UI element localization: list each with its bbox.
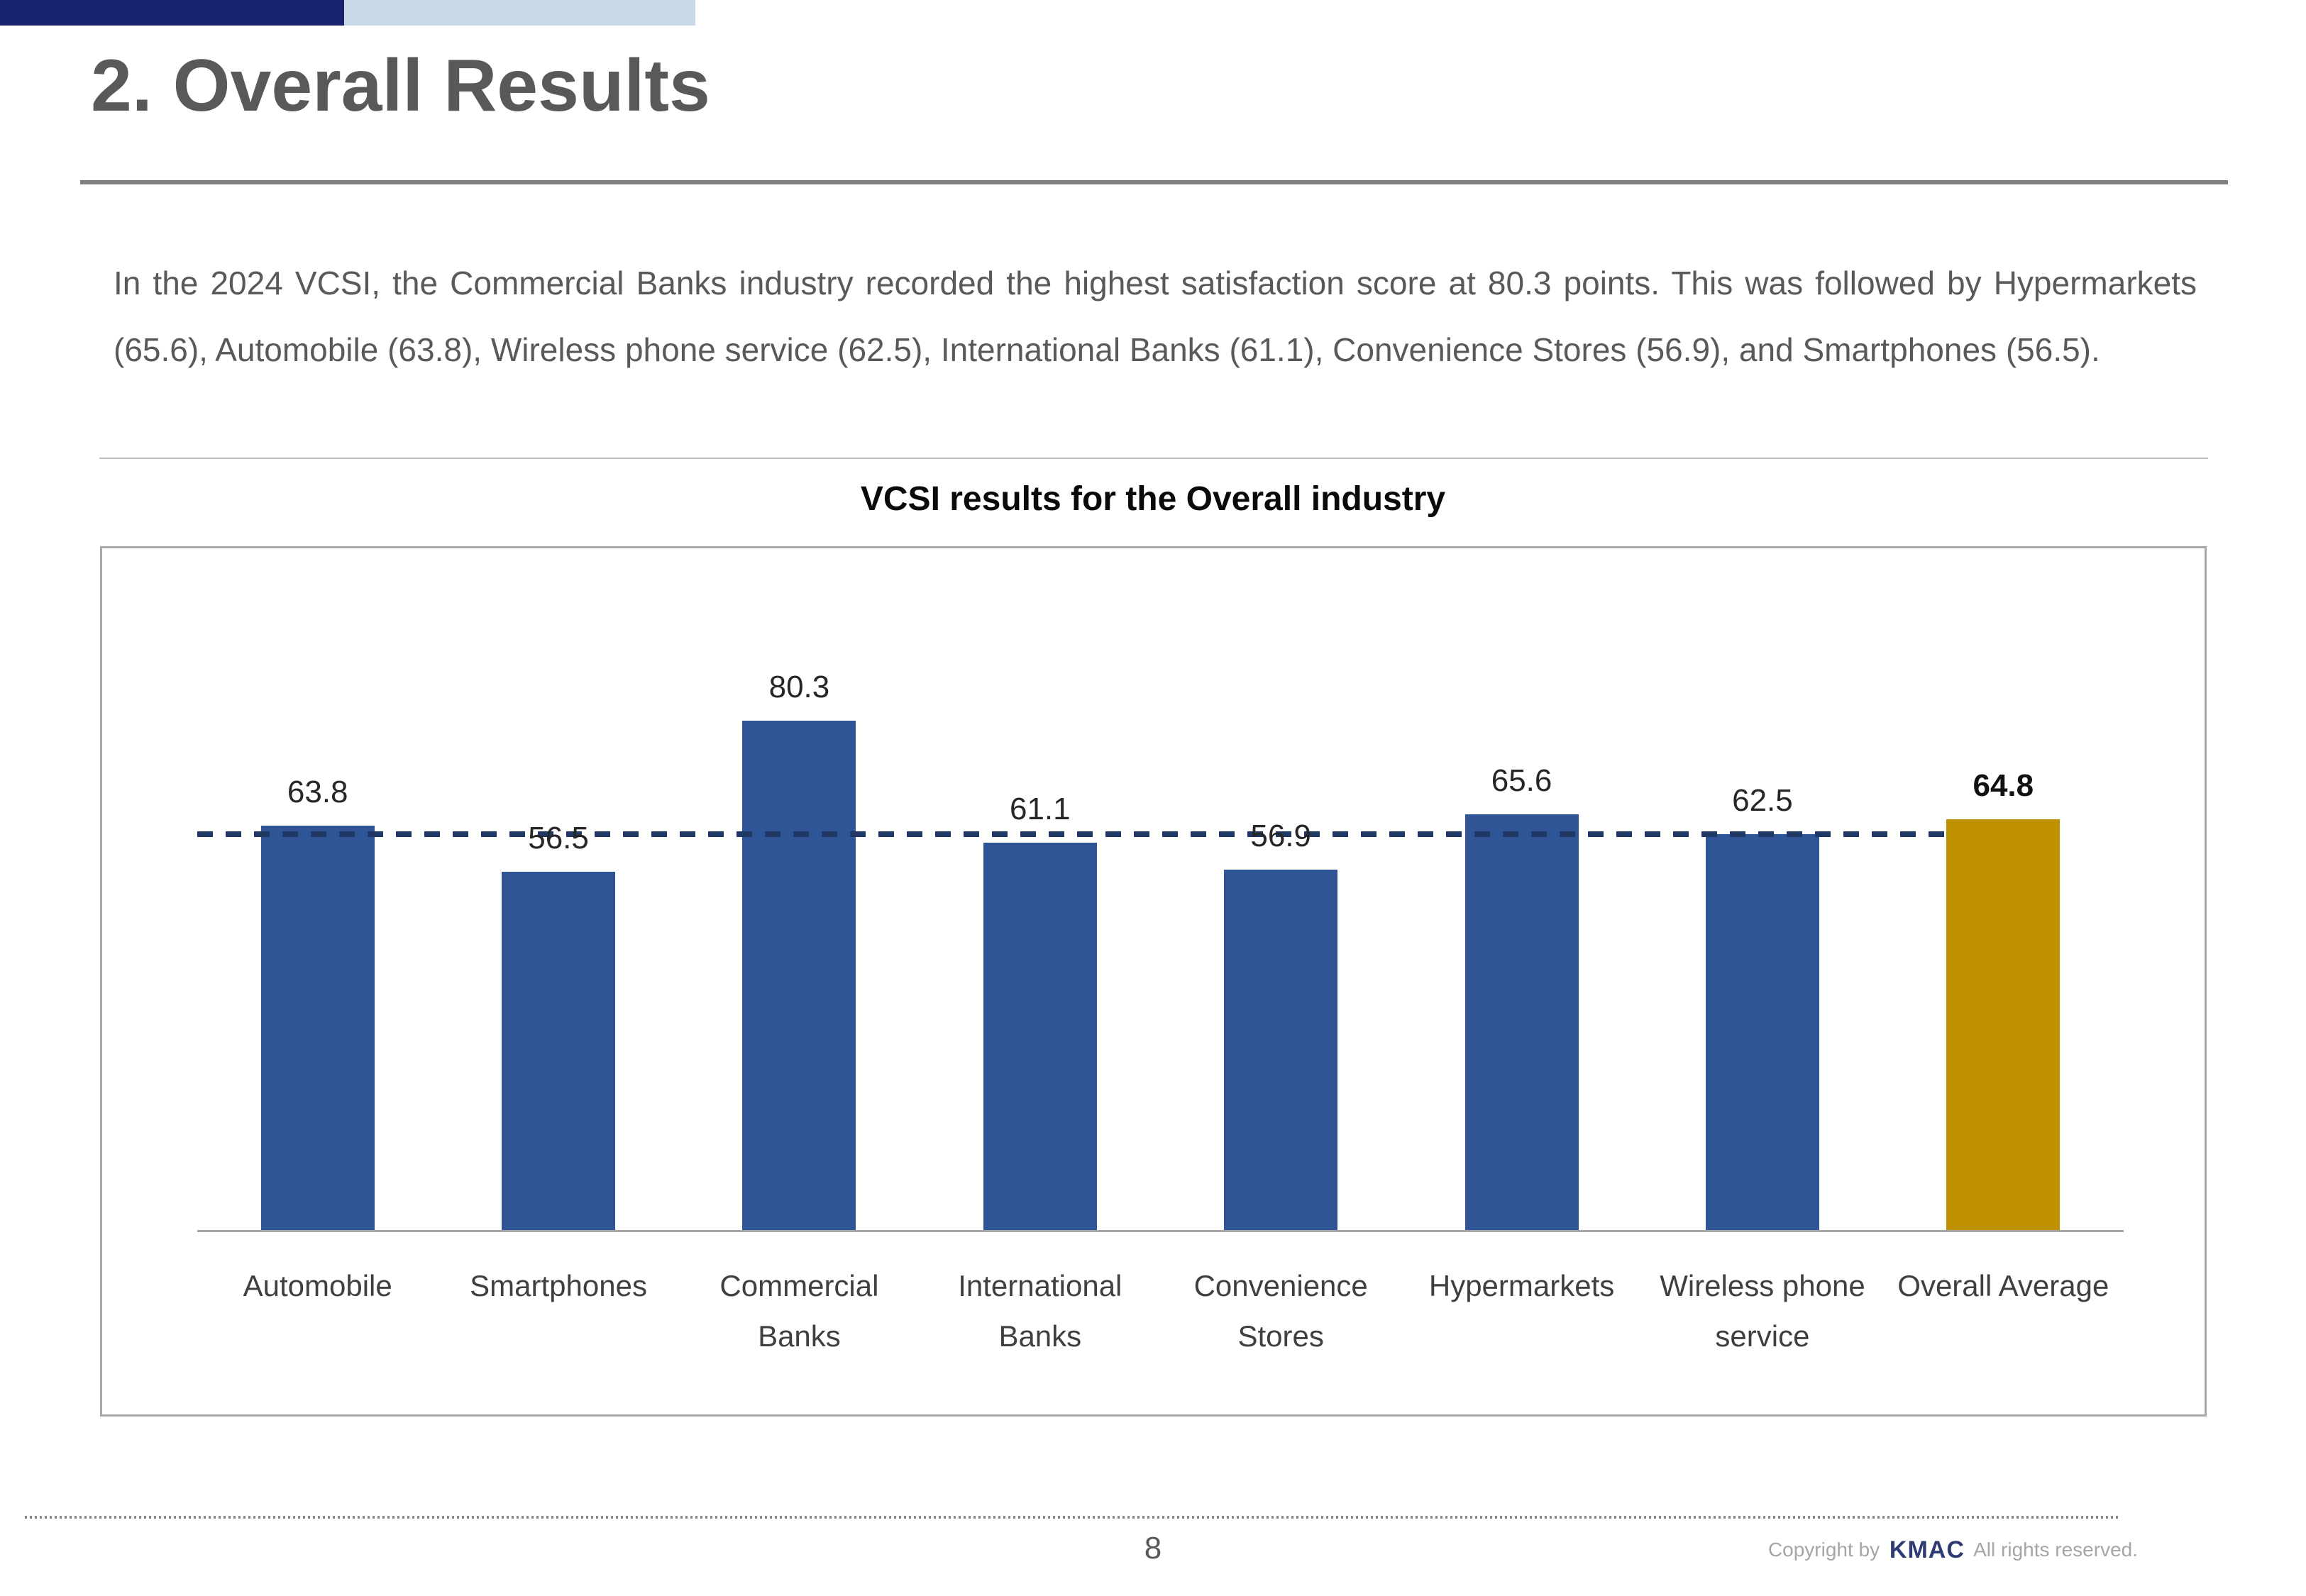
copyright-suffix: All rights reserved.: [1973, 1539, 2138, 1561]
value-label-wireless-phone-service: 62.5: [1732, 782, 1793, 818]
value-label-hypermarkets: 65.6: [1491, 763, 1552, 798]
bar-hypermarkets: [1464, 814, 1579, 1231]
category-label-international-banks: International Banks: [958, 1269, 1122, 1353]
bar-smartphones: [502, 872, 616, 1231]
category-label-overall-average: Overall Average: [1897, 1269, 2109, 1302]
value-label-smartphones: 56.5: [528, 821, 589, 856]
value-label-commercial-banks: 80.3: [768, 670, 830, 705]
x-axis-labels: Automobile Smartphones Commercial Banks Int…: [197, 1260, 2124, 1413]
bar-automobile: [260, 826, 375, 1231]
header-accent-lightblue-bar: [344, 0, 695, 26]
section-divider-line: [99, 458, 2208, 459]
kmac-logo: KMAC: [1889, 1536, 1965, 1563]
category-label-automobile: Automobile: [243, 1269, 392, 1302]
category-label-commercial-banks: Commercial Banks: [719, 1269, 879, 1353]
bar-convenience-stores: [1224, 869, 1338, 1231]
bar-commercial-banks: [742, 721, 856, 1231]
average-reference-line: [197, 831, 1947, 837]
category-label-hypermarkets: Hypermarkets: [1428, 1269, 1615, 1302]
category-label-smartphones: Smartphones: [470, 1269, 647, 1302]
category-label-wireless-phone-service: Wireless phone service: [1660, 1269, 1865, 1353]
copyright-prefix: Copyright by: [1767, 1539, 1880, 1561]
header-accent-navy-bar: [0, 0, 344, 26]
bar-wireless-phone-service: [1705, 833, 1819, 1231]
intro-paragraph: In the 2024 VCSI, the Commercial Banks i…: [114, 265, 2197, 369]
bar-international-banks: [983, 843, 1097, 1231]
bar-overall-average: [1946, 819, 2060, 1231]
page-title: 2. Overall Results: [91, 45, 710, 127]
chart-plot: 63.8 56.5 80.3 61.1 56.9 65.6 62.5 64.8: [197, 548, 2124, 1232]
category-label-convenience-stores: Convenience Stores: [1193, 1269, 1368, 1353]
value-label-convenience-stores: 56.9: [1250, 818, 1312, 853]
x-axis-line: [197, 1230, 2124, 1232]
value-label-automobile: 63.8: [287, 775, 348, 809]
chart-area: 63.8 56.5 80.3 61.1 56.9 65.6 62.5 64.8 Automob…: [100, 546, 2207, 1417]
copyright: Copyright by KMAC All rights reserved.: [1768, 1536, 2138, 1564]
page-number: 8: [1144, 1531, 1162, 1565]
value-label-international-banks: 61.1: [1009, 792, 1071, 827]
value-label-overall-average: 64.8: [1973, 768, 2034, 804]
chart-title: VCSI results for the Overall industry: [860, 480, 1446, 518]
title-underline: [80, 180, 2228, 184]
footer-dotted-line: [25, 1516, 2119, 1519]
